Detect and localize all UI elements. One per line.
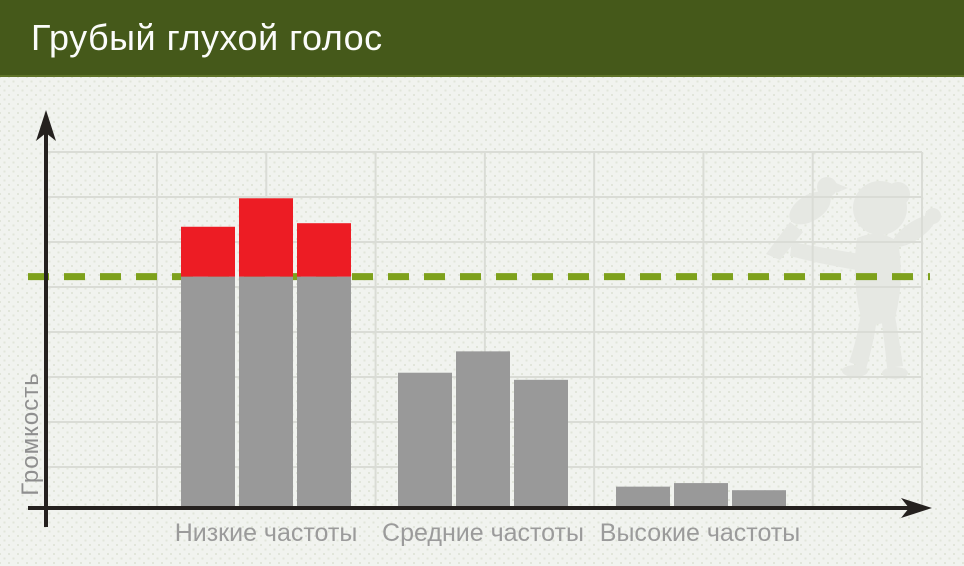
x-axis-label-mid: Средние частоты: [382, 519, 584, 547]
y-axis-label: Громкость: [17, 372, 44, 495]
x-axis-arrowhead: [901, 498, 932, 518]
bar-normal-segment: [181, 276, 235, 508]
x-axis-label-low: Низкие частоты: [175, 519, 358, 547]
bar: [398, 372, 452, 508]
bar-normal-segment: [297, 276, 351, 508]
bar: [514, 379, 568, 508]
bar-normal-segment: [239, 276, 293, 508]
bar: [456, 351, 510, 508]
page-title: Грубый глухой голос: [31, 16, 383, 58]
axes: [28, 110, 932, 527]
child-bird-silhouette-image: [766, 177, 941, 379]
x-axis-label-high: Высокие частоты: [600, 519, 800, 547]
bar-over-threshold-segment: [239, 198, 293, 277]
y-axis-arrowhead: [36, 110, 56, 141]
header-bar: Грубый глухой голос: [0, 0, 964, 77]
bar: [732, 490, 786, 508]
bar: [616, 486, 670, 508]
bar-over-threshold-segment: [181, 226, 235, 277]
bars-layer: [181, 198, 786, 508]
bar: [674, 483, 728, 508]
chart-background: [0, 77, 964, 566]
bar-over-threshold-segment: [297, 223, 351, 277]
